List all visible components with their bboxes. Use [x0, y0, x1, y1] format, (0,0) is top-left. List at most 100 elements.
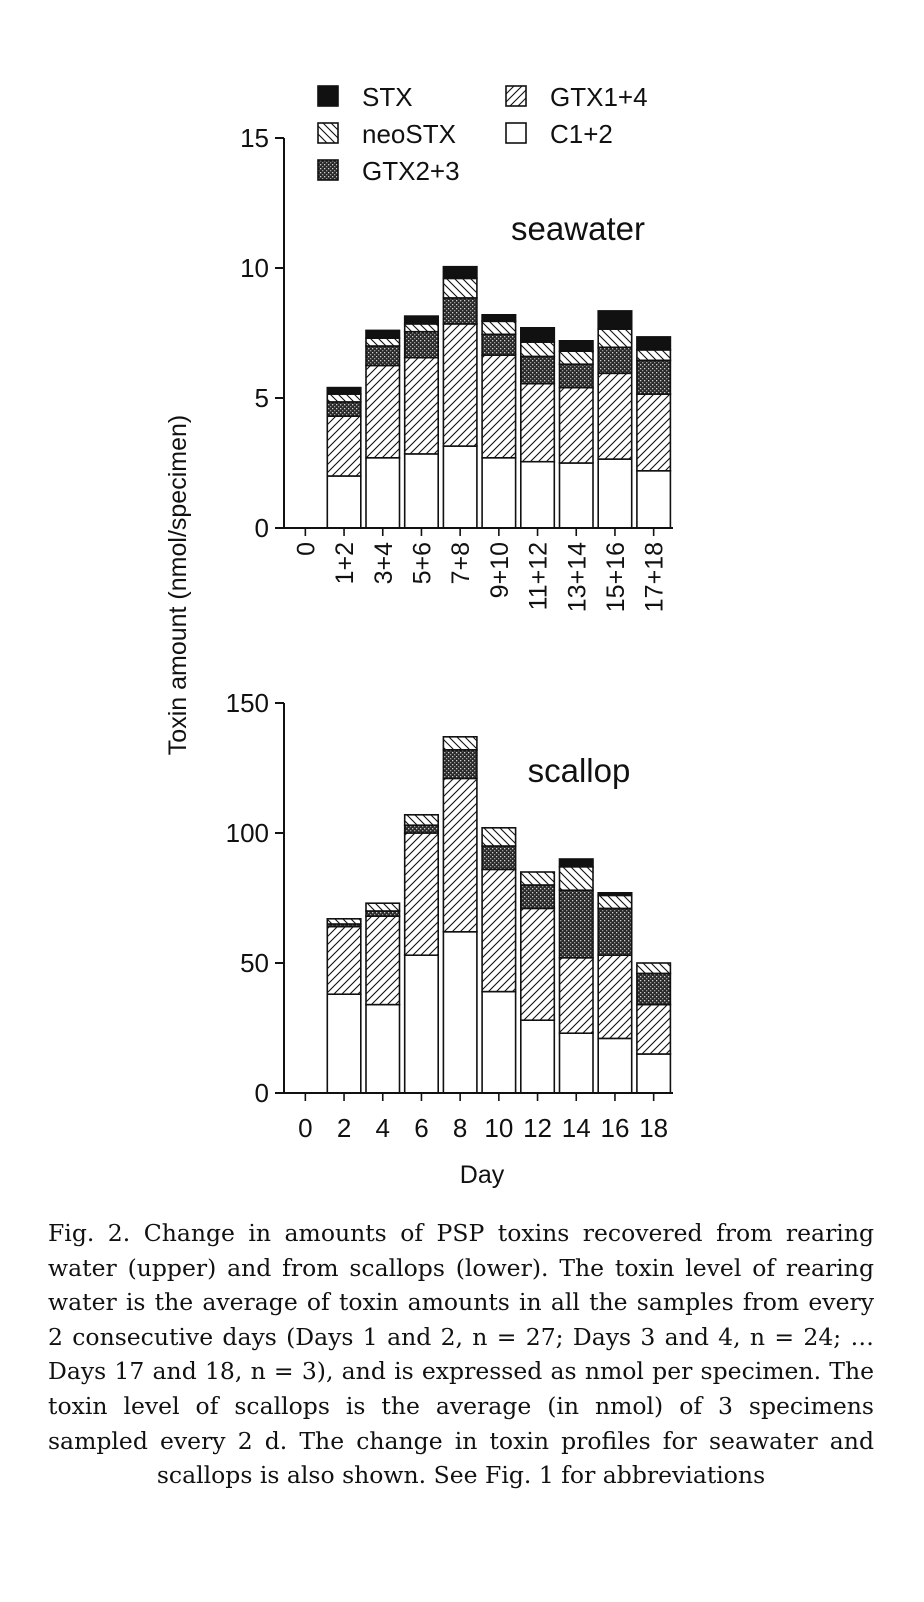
bar-scallop-18-neostx [636, 962, 672, 975]
bar-seawater-3-plus-4-stx [365, 329, 401, 339]
bar-seawater-5-plus-6-gtx1-plus-4 [403, 356, 440, 455]
bar-seawater-17-plus-18-gtx2-plus-3 [636, 359, 672, 395]
bar-scallop-2-c1-plus-2 [326, 993, 362, 1094]
x-tick-label-seawater-11-plus-12: 11+12 [525, 542, 553, 610]
seawater-panel-title: seawater [511, 210, 645, 247]
bar-seawater-5-plus-6-stx [403, 315, 440, 325]
bar-seawater-7-plus-8-c1-plus-2 [442, 445, 478, 529]
y-tick-label-seawater-0: 0 [255, 513, 269, 543]
x-tick-label-seawater-17-plus-18: 17+18 [641, 542, 669, 612]
bar-scallop-10-gtx2-plus-3 [481, 845, 517, 871]
bar-seawater-1-plus-2-c1-plus-2 [326, 475, 362, 529]
bar-seawater-7-plus-8-gtx1-plus-4 [442, 323, 478, 447]
bar-scallop-12-gtx1-plus-4 [519, 907, 556, 1022]
bar-scallop-6-gtx2-plus-3 [403, 824, 440, 834]
bar-scallop-10-c1-plus-2 [481, 990, 517, 1094]
bar-seawater-15-plus-16-stx [597, 310, 633, 330]
bar-scallop-6-c1-plus-2 [403, 954, 440, 1094]
x-tick-label-seawater-15-plus-16: 15+16 [602, 542, 630, 612]
bar-scallop-16-gtx1-plus-4 [597, 954, 633, 1040]
bar-scallop-18-gtx1-plus-4 [636, 1003, 672, 1055]
y-tick-label-seawater-10: 10 [240, 253, 269, 283]
bar-scallop-12-gtx2-plus-3 [519, 884, 556, 910]
y-tick-label-scallop-100: 100 [226, 818, 269, 848]
x-tick-label-scallop-14: 14 [562, 1113, 591, 1143]
bar-seawater-9-plus-10-c1-plus-2 [481, 456, 517, 529]
bar-seawater-1-plus-2-gtx1-plus-4 [326, 415, 362, 477]
bar-seawater-7-plus-8-stx [442, 265, 478, 280]
x-tick-label-scallop-8: 8 [453, 1113, 467, 1143]
x-tick-label-scallop-16: 16 [600, 1113, 629, 1143]
bar-scallop-2-neostx [326, 917, 362, 925]
bar-scallop-8-gtx1-plus-4 [442, 777, 478, 933]
bar-seawater-3-plus-4-c1-plus-2 [365, 456, 401, 529]
bar-seawater-11-plus-12-c1-plus-2 [519, 460, 556, 529]
x-tick-label-scallop-0: 0 [298, 1113, 312, 1143]
bar-seawater-9-plus-10-gtx1-plus-4 [481, 354, 517, 459]
x-tick-label-seawater-9-plus-10: 9+10 [486, 542, 514, 598]
bar-scallop-4-c1-plus-2 [365, 1003, 401, 1094]
bar-scallop-6-neostx [403, 813, 440, 826]
bar-scallop-16-gtx2-plus-3 [597, 907, 633, 957]
bar-seawater-11-plus-12-neostx [519, 341, 556, 358]
bar-scallop-14-gtx1-plus-4 [558, 956, 594, 1034]
x-tick-label-scallop-18: 18 [639, 1113, 668, 1143]
seawater-chart: seawater 0 5 10 15 0 1+2 3+4 5+6 7+8 9+10 11+12 13+… [240, 123, 673, 612]
bar-scallop-12-c1-plus-2 [519, 1019, 556, 1094]
bar-scallop-16-neostx [597, 894, 633, 910]
bar-seawater-15-plus-16-neostx [597, 328, 633, 349]
bar-seawater-17-plus-18-gtx1-plus-4 [636, 393, 672, 472]
bar-seawater-1-plus-2-neostx [326, 393, 362, 403]
bar-seawater-13-plus-14-gtx1-plus-4 [558, 386, 594, 464]
bar-scallop-4-gtx1-plus-4 [365, 915, 401, 1006]
scallop-panel-title: scallop [528, 752, 631, 789]
bar-seawater-5-plus-6-c1-plus-2 [403, 453, 440, 529]
bar-scallop-12-neostx [519, 871, 556, 886]
legend-label-gtx2-plus-3: GTX2+3 [362, 156, 460, 186]
bar-seawater-5-plus-6-neostx [403, 323, 440, 333]
bar-seawater-15-plus-16-c1-plus-2 [597, 458, 633, 529]
bar-seawater-7-plus-8-neostx [442, 277, 478, 299]
bar-scallop-14-neostx [558, 865, 594, 891]
bar-scallop-6-gtx1-plus-4 [403, 832, 440, 956]
y-tick-label-seawater-15: 15 [240, 123, 269, 153]
legend-label-stx: STX [362, 82, 413, 112]
y-tick-label-seawater-5: 5 [255, 383, 269, 413]
bar-scallop-8-neostx [442, 735, 478, 751]
x-tick-label-seawater-3-plus-4: 3+4 [370, 542, 398, 585]
legend-swatch-stx [317, 85, 339, 107]
x-tick-label-scallop-12: 12 [523, 1113, 552, 1143]
legend-label-gtx1-plus-4: GTX1+4 [550, 82, 648, 112]
legend-swatch-gtx2-plus-3 [317, 159, 339, 181]
y-tick-label-scallop-50: 50 [240, 948, 269, 978]
x-tick-label-seawater-1-plus-2: 1+2 [331, 542, 359, 584]
bar-seawater-11-plus-12-gtx2-plus-3 [519, 355, 556, 385]
x-tick-label-scallop-10: 10 [484, 1113, 513, 1143]
bar-scallop-4-neostx [365, 902, 401, 912]
bar-seawater-15-plus-16-gtx2-plus-3 [597, 346, 633, 375]
bar-scallop-14-stx [558, 858, 594, 868]
x-tick-label-scallop-6: 6 [414, 1113, 428, 1143]
x-tick-label-seawater-7-plus-8: 7+8 [447, 542, 475, 584]
bar-seawater-9-plus-10-neostx [481, 320, 517, 336]
bar-seawater-3-plus-4-neostx [365, 337, 401, 347]
bar-scallop-14-gtx2-plus-3 [558, 889, 594, 959]
bar-seawater-3-plus-4-gtx1-plus-4 [365, 364, 401, 459]
legend: STX neoSTX GTX2+3 GTX1+4 C1+2 [317, 82, 648, 186]
x-tick-label-seawater-0: 0 [292, 542, 320, 556]
bar-seawater-17-plus-18-c1-plus-2 [636, 469, 672, 529]
bar-seawater-1-plus-2-gtx2-plus-3 [326, 401, 362, 417]
bar-seawater-5-plus-6-gtx2-plus-3 [403, 330, 440, 359]
bar-seawater-9-plus-10-gtx2-plus-3 [481, 333, 517, 356]
bar-scallop-10-neostx [481, 826, 517, 847]
bar-seawater-9-plus-10-stx [481, 313, 517, 323]
bar-seawater-13-plus-14-stx [558, 339, 594, 352]
bar-seawater-15-plus-16-gtx1-plus-4 [597, 372, 633, 460]
bar-seawater-13-plus-14-c1-plus-2 [558, 462, 594, 529]
bar-scallop-10-gtx1-plus-4 [481, 868, 517, 993]
bar-scallop-2-gtx1-plus-4 [326, 925, 362, 995]
x-tick-label-scallop-2: 2 [337, 1113, 351, 1143]
bar-seawater-11-plus-12-gtx1-plus-4 [519, 382, 556, 463]
bar-scallop-18-gtx2-plus-3 [636, 972, 672, 1006]
